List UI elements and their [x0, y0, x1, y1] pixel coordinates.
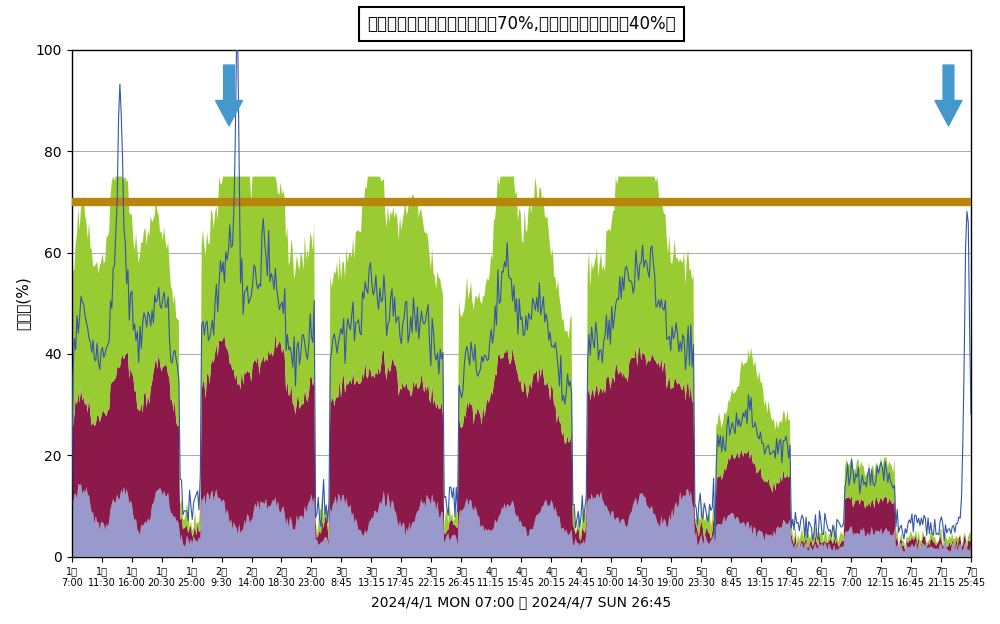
Y-axis label: 使用率(%): 使用率(%): [15, 276, 30, 330]
Title: プロセッサ使用率（能力比：70%,移行ジョブの割合：40%）: プロセッサ使用率（能力比：70%,移行ジョブの割合：40%）: [367, 15, 676, 33]
Polygon shape: [935, 65, 962, 126]
Polygon shape: [216, 65, 243, 126]
X-axis label: 2024/4/1 MON 07:00 － 2024/4/7 SUN 26:45: 2024/4/1 MON 07:00 － 2024/4/7 SUN 26:45: [371, 595, 671, 609]
